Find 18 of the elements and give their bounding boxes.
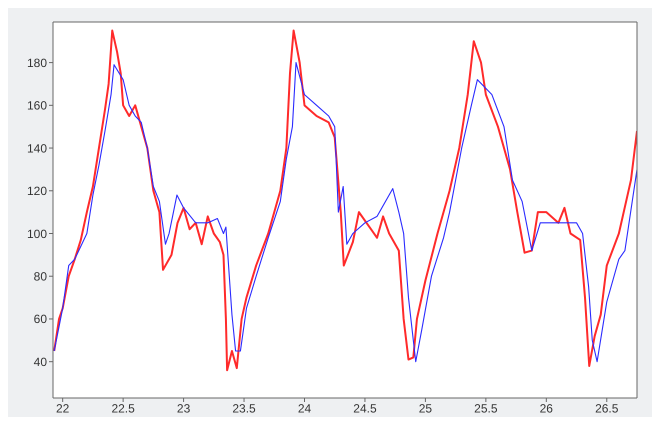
y-tick-label: 160	[26, 98, 48, 113]
x-tick-label: 25	[418, 402, 432, 416]
y-tick-label: 140	[26, 141, 48, 156]
y-tick-label: 100	[26, 226, 48, 241]
y-tick-label: 80	[34, 269, 48, 284]
x-tick-label: 26	[540, 402, 554, 416]
y-tick-label: 40	[34, 354, 48, 369]
x-tick-label: 23	[176, 402, 191, 416]
y-tick-label: 180	[26, 56, 48, 70]
x-tick-label: 26.5	[595, 402, 619, 416]
x-tick-label: 22.5	[111, 402, 136, 416]
y-tick-label: 60	[34, 312, 48, 326]
x-tick-label: 24.5	[353, 402, 377, 416]
x-tick-label: 25.5	[474, 402, 498, 416]
x-tick-label: 23.5	[232, 402, 256, 416]
x-tick-label: 24	[298, 402, 312, 416]
x-tick-label: 22	[56, 402, 70, 416]
y-tick-label: 120	[26, 184, 48, 198]
